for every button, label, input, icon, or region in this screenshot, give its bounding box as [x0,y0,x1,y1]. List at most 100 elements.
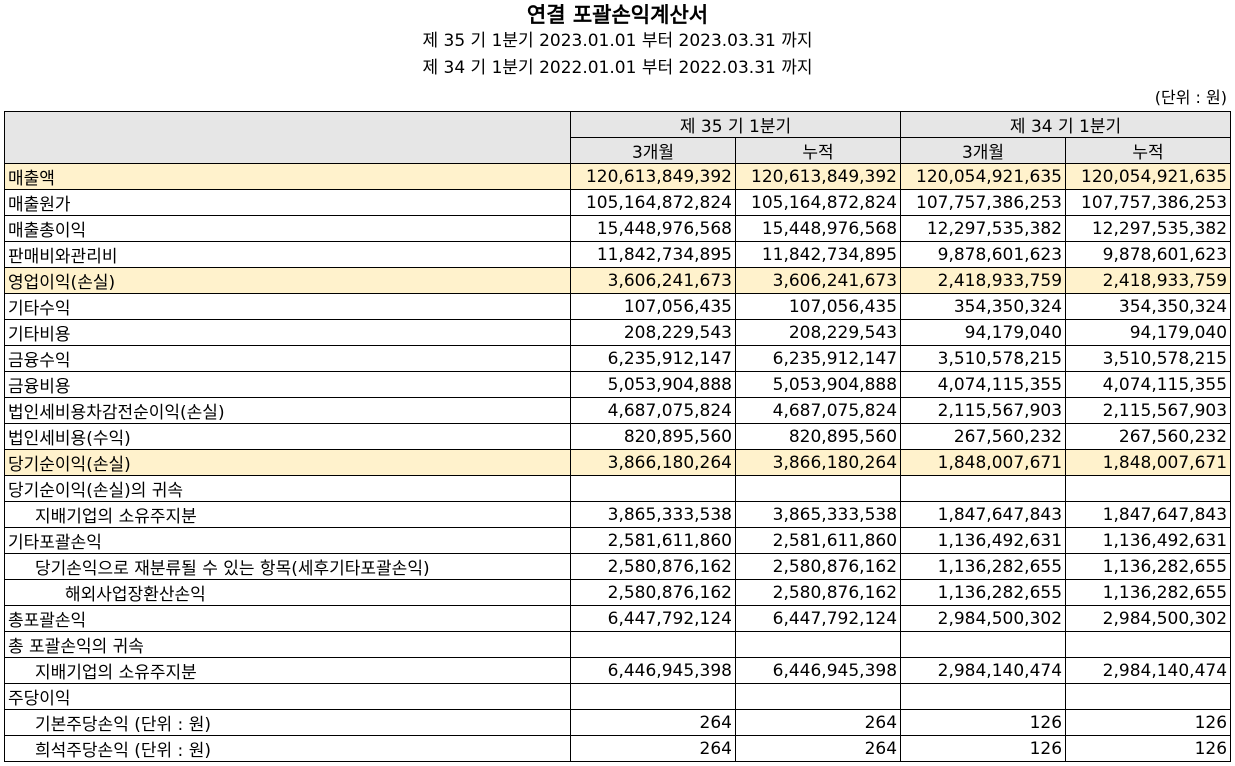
row-label: 총 포괄손익의 귀속 [4,631,571,658]
prior-cumulative-value: 12,297,535,382 [1065,215,1232,242]
prior-3m-value: 4,074,115,355 [900,371,1067,398]
prior-3m-value: 1,136,282,655 [900,553,1067,580]
row-label: 판매비와관리비 [4,241,571,268]
current-cumulative-value: 5,053,904,888 [734,371,902,398]
row-label: 당기순이익(손실) [4,449,571,476]
current-3m-value: 2,580,876,162 [570,553,736,580]
table-row: 총포괄손익 6,447,792,124 6,447,792,124 2,984,500… [4,605,1232,632]
current-cumulative-value: 6,447,792,124 [734,605,902,632]
current-cumulative-value: 208,229,543 [734,319,902,346]
row-label: 금융수익 [4,345,571,372]
prior-cumulative-value: 126 [1065,735,1232,762]
table-row: 해외사업장환산손익 2,580,876,162 2,580,876,162 1,136… [4,579,1232,606]
prior-cumulative-value: 126 [1065,709,1232,736]
current-3m-value [570,631,736,658]
current-3m-value: 120,613,849,392 [570,163,736,190]
header-current-period: 제 35 기 1분기 [569,111,902,138]
current-cumulative-value [734,631,902,658]
statement-body: 매출액 120,613,849,392 120,613,849,392 120,054… [4,163,1232,762]
current-3m-value: 6,235,912,147 [570,345,736,372]
current-cumulative-value: 3,866,180,264 [734,449,902,476]
current-3m-value [570,475,736,502]
prior-cumulative-value: 2,115,567,903 [1065,397,1232,424]
current-3m-value: 820,895,560 [570,423,736,450]
prior-cumulative-value: 4,074,115,355 [1065,371,1232,398]
prior-period: 제 34 기 1분기 2022.01.01 부터 2022.03.31 까지 [422,58,813,78]
prior-3m-value: 1,847,647,843 [900,501,1067,528]
current-cumulative-value: 264 [734,735,902,762]
table-row: 지배기업의 소유주지분 3,865,333,538 3,865,333,538 1,8… [4,501,1232,528]
prior-cumulative-value: 1,136,282,655 [1065,553,1232,580]
row-label: 지배기업의 소유주지분 [4,501,571,528]
prior-3m-value: 12,297,535,382 [900,215,1067,242]
unit-label: (단위 : 원) [1154,88,1227,107]
table-row: 기타비용 208,229,543 208,229,543 94,179,040 94,1… [4,319,1232,346]
header-current-cumulative: 누적 [734,137,902,164]
current-3m-value: 3,865,333,538 [570,501,736,528]
prior-cumulative-value: 2,984,500,302 [1065,605,1232,632]
current-cumulative-value: 107,056,435 [734,293,902,320]
current-cumulative-value [734,475,902,502]
header-prior-cumulative: 누적 [1065,137,1232,164]
row-label: 금융비용 [4,371,571,398]
table-row: 총 포괄손익의 귀속 [4,631,1232,658]
table-row: 지배기업의 소유주지분 6,446,945,398 6,446,945,398 2,9… [4,657,1232,684]
table-row: 주당이익 [4,683,1232,710]
current-cumulative-value [734,683,902,710]
header-row-subcolumns: 3개월 누적 3개월 누적 [5,137,1232,164]
current-3m-value: 3,606,241,673 [570,267,736,294]
table-row: 법인세비용차감전순이익(손실) 4,687,075,824 4,687,075,82… [4,397,1232,424]
row-label: 매출원가 [4,189,571,216]
row-label: 당기손익으로 재분류될 수 있는 항목(세후기타포괄손익) [4,553,571,580]
prior-cumulative-value: 94,179,040 [1065,319,1232,346]
current-cumulative-value: 3,865,333,538 [734,501,902,528]
prior-3m-value: 126 [900,735,1067,762]
prior-cumulative-value: 120,054,921,635 [1065,163,1232,190]
header-prior-period: 제 34 기 1분기 [900,111,1232,138]
row-label: 매출액 [4,163,571,190]
prior-3m-value: 3,510,578,215 [900,345,1067,372]
table-row: 법인세비용(수익) 820,895,560 820,895,560 267,560,2… [4,423,1232,450]
current-3m-value: 3,866,180,264 [570,449,736,476]
income-statement-table: 제 35 기 1분기 제 34 기 1분기 3개월 누적 3개월 누적 매출액 1… [4,111,1232,762]
row-label: 기타포괄손익 [4,527,571,554]
report-title: 연결 포괄손익계산서 [526,3,709,27]
table-row: 당기순이익(손실)의 귀속 [4,475,1232,502]
header-blank-cell [4,111,571,164]
prior-3m-value: 2,984,140,474 [900,657,1067,684]
current-cumulative-value: 3,606,241,673 [734,267,902,294]
current-3m-value: 15,448,976,568 [570,215,736,242]
current-3m-value: 4,687,075,824 [570,397,736,424]
prior-3m-value [900,631,1067,658]
table-row: 기타수익 107,056,435 107,056,435 354,350,324 354… [4,293,1232,320]
current-3m-value: 105,164,872,824 [570,189,736,216]
current-cumulative-value: 2,580,876,162 [734,579,902,606]
prior-cumulative-value: 1,847,647,843 [1065,501,1232,528]
row-label: 주당이익 [4,683,571,710]
prior-cumulative-value: 2,984,140,474 [1065,657,1232,684]
current-3m-value: 107,056,435 [570,293,736,320]
current-cumulative-value: 15,448,976,568 [734,215,902,242]
table-row: 영업이익(손실) 3,606,241,673 3,606,241,673 2,418,… [4,267,1232,294]
current-cumulative-value: 4,687,075,824 [734,397,902,424]
table-row: 금융수익 6,235,912,147 6,235,912,147 3,510,578,… [4,345,1232,372]
row-label: 희석주당손익 (단위 : 원) [4,735,571,762]
current-3m-value: 5,053,904,888 [570,371,736,398]
prior-cumulative-value [1065,683,1232,710]
current-cumulative-value: 105,164,872,824 [734,189,902,216]
prior-3m-value: 2,418,933,759 [900,267,1067,294]
prior-3m-value: 126 [900,709,1067,736]
current-period: 제 35 기 1분기 2023.01.01 부터 2023.03.31 까지 [422,31,813,51]
row-label: 영업이익(손실) [4,267,571,294]
row-label: 기본주당손익 (단위 : 원) [4,709,571,736]
report-header: 연결 포괄손익계산서 제 35 기 1분기 2023.01.01 부터 2023… [0,0,1235,82]
header-prior-3m: 3개월 [900,137,1067,164]
prior-3m-value: 1,848,007,671 [900,449,1067,476]
prior-cumulative-value: 1,136,492,631 [1065,527,1232,554]
header-current-3m: 3개월 [570,137,736,164]
prior-cumulative-value: 107,757,386,253 [1065,189,1232,216]
prior-3m-value: 94,179,040 [900,319,1067,346]
prior-3m-value: 267,560,232 [900,423,1067,450]
prior-3m-value: 354,350,324 [900,293,1067,320]
prior-3m-value: 107,757,386,253 [900,189,1067,216]
